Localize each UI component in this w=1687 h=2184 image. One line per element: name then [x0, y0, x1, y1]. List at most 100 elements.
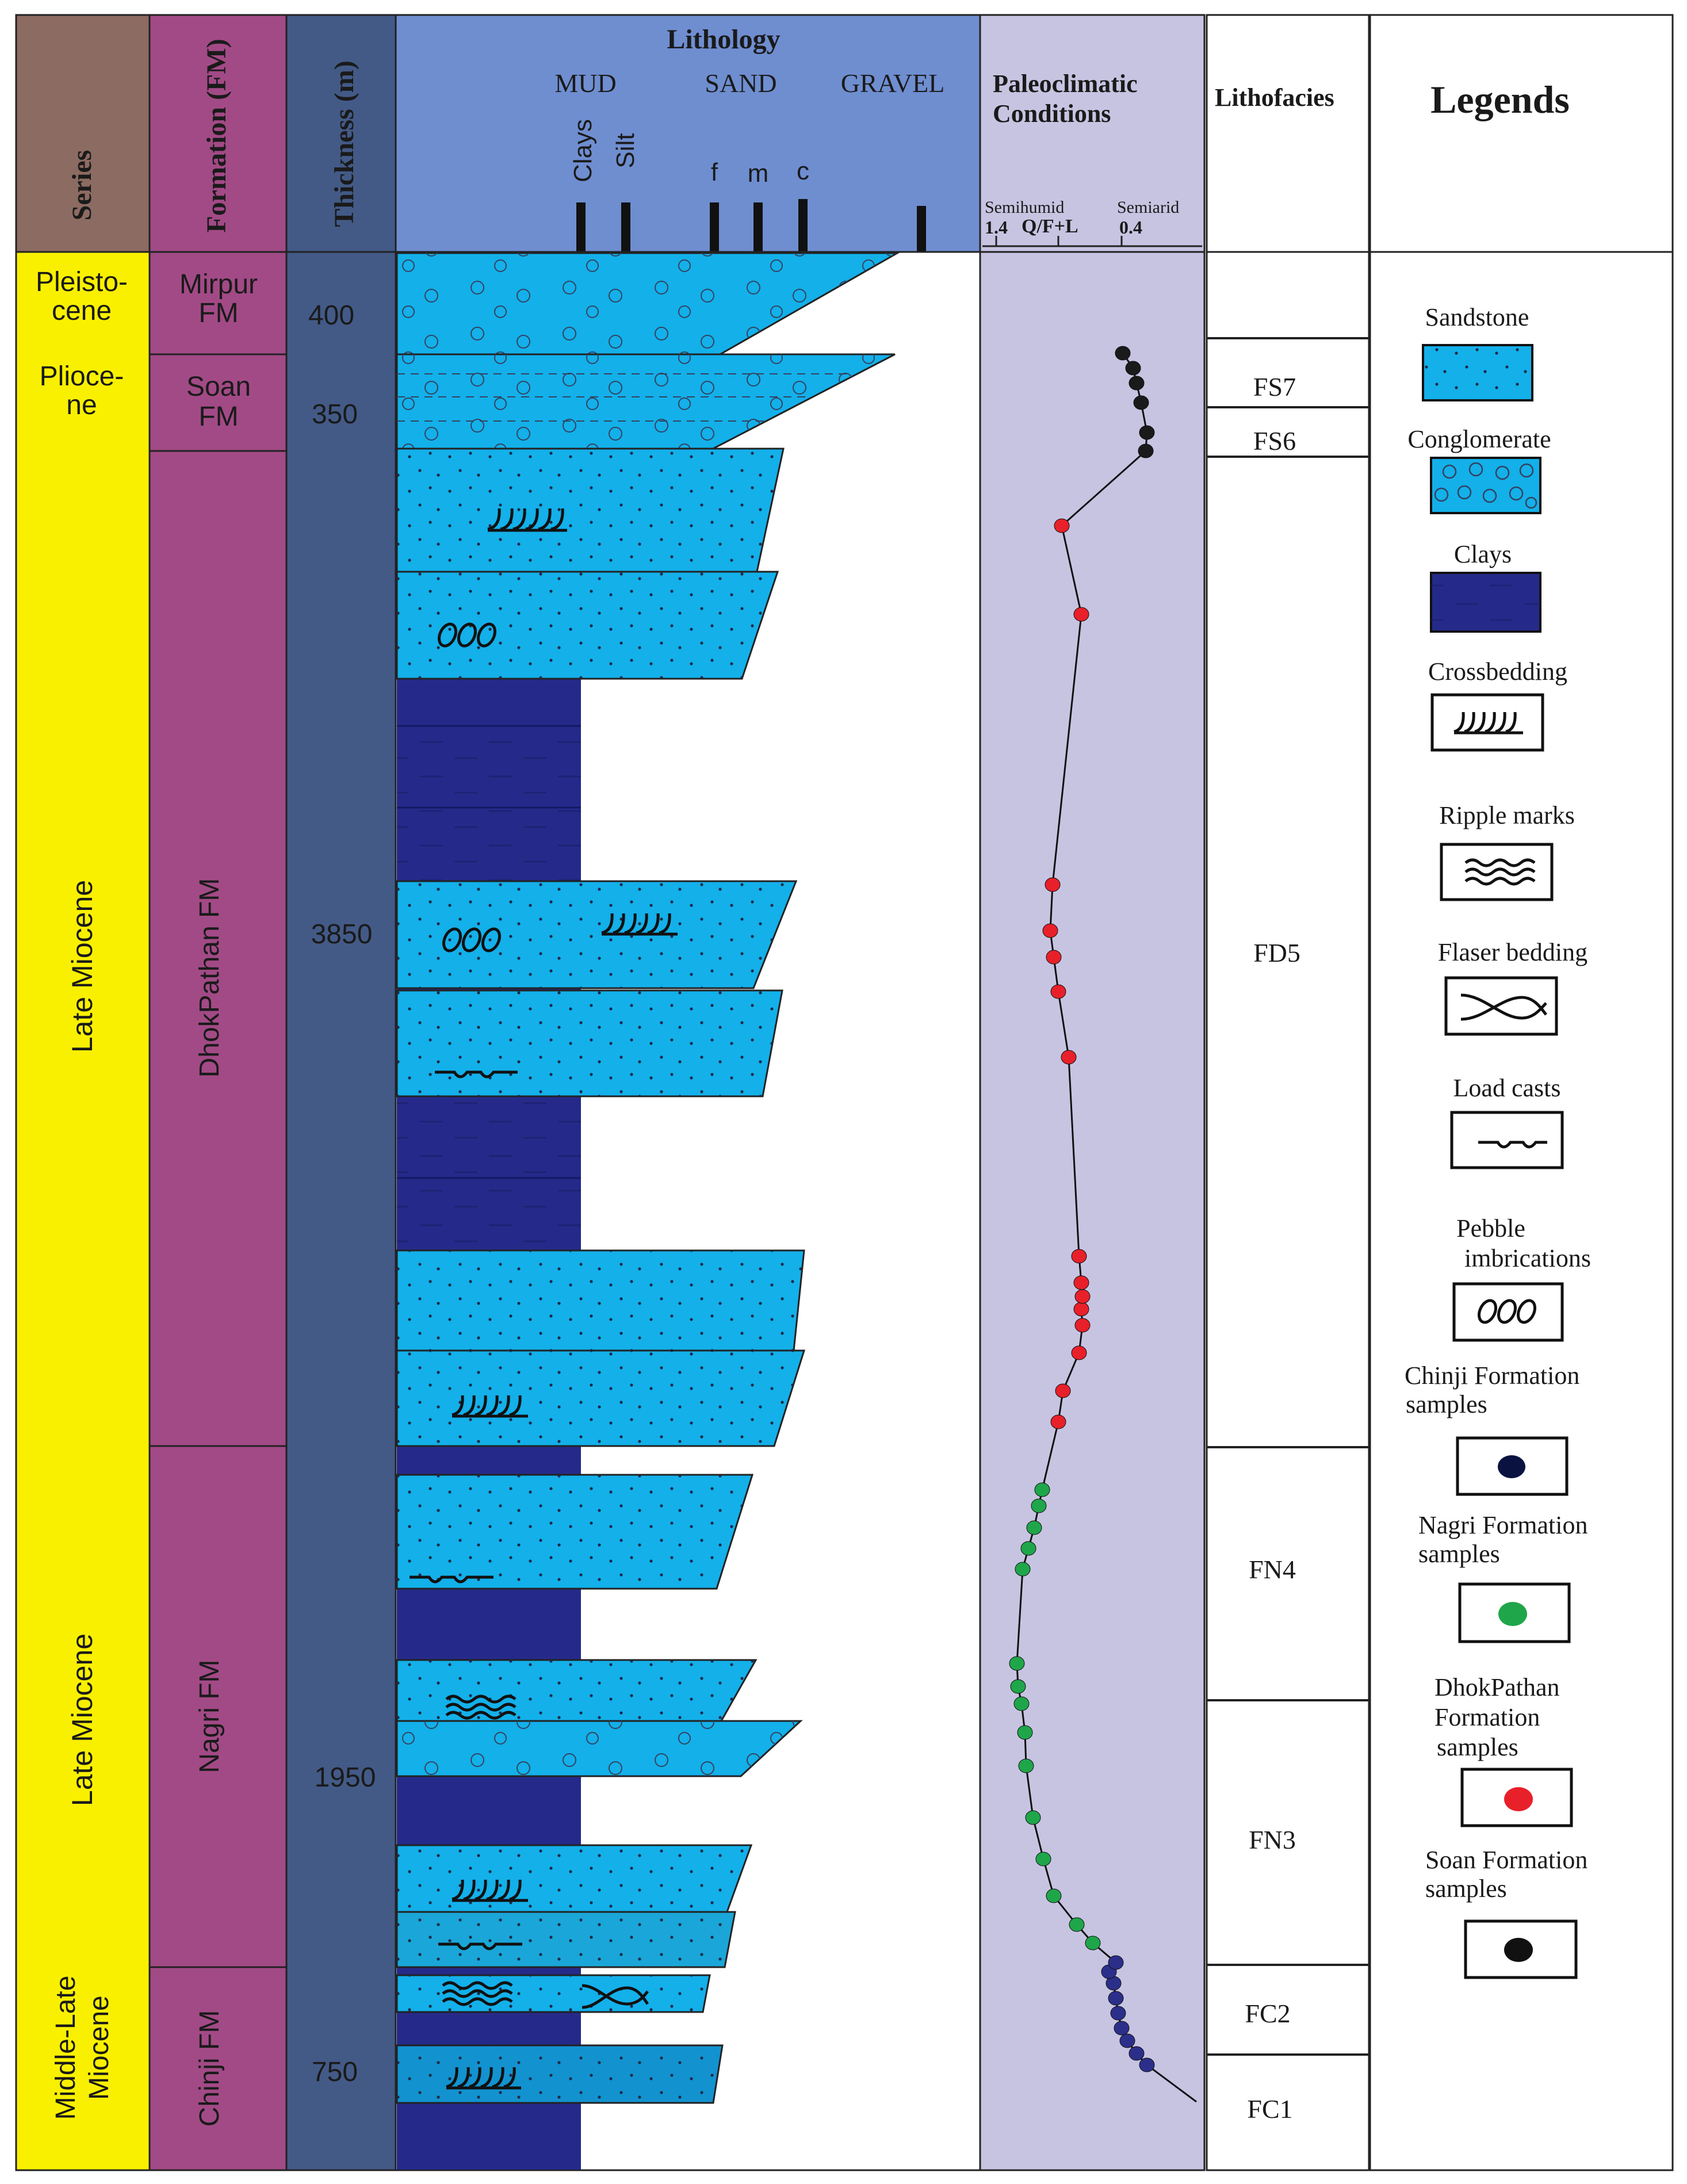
sample-point-dhokpathan: [1061, 1050, 1077, 1065]
thickness-chinji: 750: [312, 2057, 358, 2087]
legend-chinji-label-line2: samples: [1406, 1390, 1487, 1418]
sample-point-dhokpathan: [1073, 607, 1089, 622]
series-late-miocene-upper: Late Miocene: [66, 880, 98, 1053]
legend-pebble-label-line2: imbrications: [1464, 1244, 1591, 1272]
ripple-mark-symbol-2: [442, 1981, 513, 2006]
legend-crossbedding-swatch: [1430, 693, 1544, 752]
crossbedding-symbol-4: [452, 1879, 528, 1902]
clay-dash-pattern-1: [397, 726, 581, 881]
series-pleistocene-line1: Pleisto-: [36, 267, 128, 297]
legend-nagri-label-line1: Nagri Formation: [1418, 1511, 1588, 1539]
series-middle-late-line1: Middle-Late: [51, 1976, 81, 2120]
sample-point-soan: [1129, 376, 1145, 391]
series-pliocene-line2: ne: [66, 390, 97, 420]
sample-point-soan: [1133, 395, 1149, 410]
grain-m-label: m: [748, 159, 769, 188]
thickness-dhokpathan: 3850: [311, 919, 373, 950]
sample-point-dhokpathan: [1074, 1289, 1091, 1304]
legend-conglomerate-label: Conglomerate: [1407, 425, 1551, 453]
sample-point-soan: [1138, 443, 1154, 458]
legend-conglomerate-swatch: [1430, 457, 1541, 514]
formation-chinji: Chinji FM: [194, 2010, 225, 2127]
sandstone-bed-11: [396, 1911, 736, 1968]
legend-nagri-label-line2: samples: [1418, 1540, 1500, 1568]
facies-fn3: FN3: [1249, 1825, 1296, 1854]
legend-column: [1369, 251, 1674, 2171]
sample-point-chinji: [1119, 2033, 1135, 2048]
legend-ripple-swatch: [1440, 843, 1554, 901]
thickness-nagri: 1950: [315, 1762, 376, 1793]
axis-right-value: 0.4: [1119, 217, 1142, 238]
legend-sandstone-swatch: [1422, 344, 1533, 401]
lithofacies-header-cell: [1206, 14, 1370, 253]
sandstone-bed-7: [396, 1474, 754, 1590]
sample-point-dhokpathan: [1050, 984, 1066, 999]
sandstone-bed-9: [396, 1720, 803, 1777]
lithology-header-cell: [395, 14, 981, 253]
sandstone-bed-6: [396, 1349, 806, 1447]
sample-point-nagri: [1069, 1917, 1085, 1932]
sample-point-chinji: [1108, 1991, 1124, 2006]
sample-point-nagri: [1018, 1758, 1034, 1773]
grain-c-label: c: [797, 157, 809, 185]
lithology-header-label: Lithology: [667, 24, 780, 55]
sample-point-nagri: [1009, 1656, 1025, 1671]
lithofacies-column: [1206, 251, 1370, 2171]
facies-fs7: FS7: [1253, 372, 1296, 401]
crossbedding-symbol-2: [601, 913, 678, 936]
formation-soan-line1: Soan: [186, 372, 251, 402]
paleo-header-line1: Paleoclimatic: [993, 70, 1138, 98]
legend-dhok-label-line1: DhokPathan: [1434, 1673, 1560, 1701]
pebble-imbrication-symbol-2: [442, 927, 502, 953]
sample-point-nagri: [1017, 1725, 1033, 1740]
sample-point-dhokpathan: [1073, 1302, 1089, 1317]
sandstone-bed-10: [396, 1844, 753, 1913]
legend-load-label: Load casts: [1453, 1074, 1561, 1102]
legend-crossbedding-label: Crossbedding: [1428, 657, 1567, 686]
sample-point-dhokpathan: [1042, 923, 1058, 938]
load-cast-symbol-2: [410, 1575, 494, 1584]
sample-point-chinji: [1139, 2057, 1155, 2072]
legend-soan-label-line1: Soan Formation: [1425, 1846, 1587, 1874]
sample-point-dhokpathan: [1055, 1383, 1071, 1398]
sample-point-nagri: [1013, 1696, 1030, 1711]
legend-flaser-label: Flaser bedding: [1438, 938, 1587, 966]
formation-nagri: Nagri FM: [194, 1659, 225, 1773]
facies-fc1: FC1: [1247, 2094, 1292, 2124]
sample-point-nagri: [1015, 1562, 1031, 1577]
sample-point-dhokpathan: [1074, 1318, 1091, 1333]
semiarid-label: Semiarid: [1117, 198, 1179, 217]
lithofacies-header-label: Lithofacies: [1215, 83, 1334, 112]
sample-point-soan: [1115, 346, 1131, 361]
sample-point-dhokpathan: [1071, 1249, 1087, 1264]
sample-point-chinji: [1129, 2046, 1145, 2061]
axis-variable-label: Q/F+L: [1022, 216, 1078, 237]
crossbedding-symbol-3: [452, 1395, 528, 1418]
clay-dash-pattern-2: [397, 1096, 581, 1247]
sample-point-dhokpathan: [1073, 1275, 1089, 1290]
series-header-label: Series: [67, 150, 97, 221]
thickness-mirpur: 400: [308, 300, 354, 331]
thickness-header-cell: [285, 14, 397, 253]
silt-label: Silt: [611, 133, 640, 168]
legend-sandstone-label: Sandstone: [1425, 303, 1529, 331]
paleo-axis: [982, 236, 1202, 247]
mud-label: MUD: [554, 68, 616, 98]
legend-clays-label: Clays: [1454, 540, 1512, 568]
series-pliocene-line1: Plioce-: [40, 361, 124, 392]
sandstone-bed-3: [396, 880, 798, 989]
paleo-header-cell: [979, 14, 1206, 253]
series-middle-late-line2: Miocene: [84, 1995, 114, 2099]
clays-label: Clays: [569, 119, 597, 182]
legend-clays-swatch: [1430, 572, 1541, 633]
legend-ripple-label: Ripple marks: [1439, 801, 1575, 829]
sample-point-nagri: [1031, 1498, 1047, 1513]
sandstone-bed-2: [396, 571, 779, 680]
formation-dhokpathan: DhokPathan FM: [194, 878, 225, 1078]
sample-point-nagri: [1035, 1852, 1051, 1866]
legend-header-label: Legends: [1430, 78, 1570, 121]
paleoclimate-curve: [1009, 346, 1197, 2103]
facies-fs6: FS6: [1253, 426, 1296, 456]
legend-header-cell: [1369, 14, 1674, 253]
